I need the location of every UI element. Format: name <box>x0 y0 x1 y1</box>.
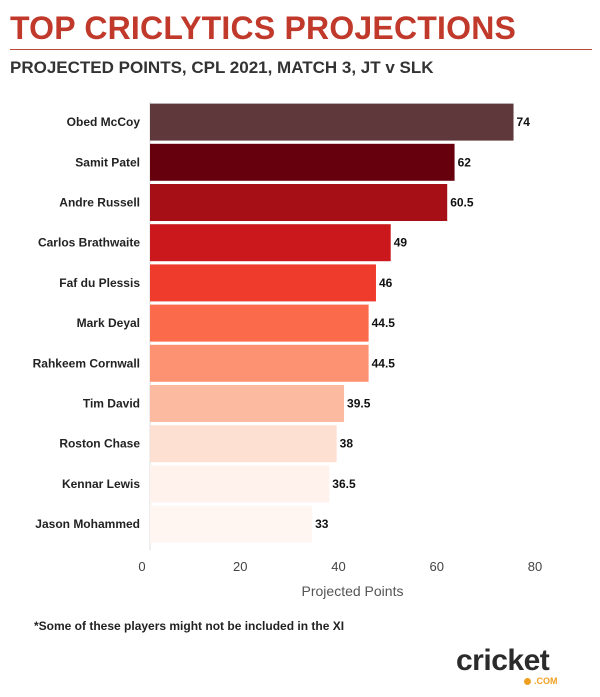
x-tick-label: 80 <box>528 559 542 574</box>
x-tick-label: 0 <box>138 559 145 574</box>
category-label: Kennar Lewis <box>62 477 140 491</box>
bar <box>150 505 313 543</box>
cricket-com-logo: cricket .COM <box>456 644 576 688</box>
bar-chart: Obed McCoy 74 Samit Patel 62 Andre Russell 60… <box>33 102 542 599</box>
bar <box>150 344 369 382</box>
bar <box>150 264 376 302</box>
data-label: 33 <box>315 517 329 531</box>
data-label: 39.5 <box>347 397 371 411</box>
bar <box>150 143 455 181</box>
bar <box>150 385 345 422</box>
title-underline <box>10 49 592 50</box>
bar <box>150 304 369 342</box>
category-label: Andre Russell <box>59 196 140 210</box>
category-label: Samit Patel <box>75 155 140 169</box>
data-label: 46 <box>379 276 393 290</box>
category-label: Rahkeem Cornwall <box>33 356 140 370</box>
bar <box>150 425 337 463</box>
x-tick-label: 40 <box>331 559 345 574</box>
data-label: 36.5 <box>332 477 356 491</box>
logo-dot-icon <box>524 678 531 685</box>
category-label: Faf du Plessis <box>59 276 140 290</box>
x-tick-label: 20 <box>233 559 247 574</box>
chart-title: TOP CRICLYTICS PROJECTIONS <box>10 10 517 46</box>
category-label: Obed McCoy <box>67 115 141 129</box>
footnote: *Some of these players might not be incl… <box>34 619 345 633</box>
bar <box>150 184 448 221</box>
bar <box>150 224 391 262</box>
data-label: 74 <box>517 115 531 129</box>
data-label: 49 <box>394 236 408 250</box>
logo-wordmark: cricket <box>456 644 550 677</box>
bar <box>150 103 514 141</box>
category-label: Jason Mohammed <box>35 517 140 531</box>
x-axis-title: Projected Points <box>302 583 404 599</box>
data-label: 44.5 <box>372 316 396 330</box>
data-label: 62 <box>458 155 472 169</box>
data-label: 44.5 <box>372 356 396 370</box>
category-label: Tim David <box>83 397 140 411</box>
data-label: 38 <box>340 437 354 451</box>
x-tick-label: 60 <box>430 559 444 574</box>
chart-subtitle: PROJECTED POINTS, CPL 2021, MATCH 3, JT … <box>10 58 434 77</box>
category-label: Carlos Brathwaite <box>38 236 140 250</box>
category-label: Mark Deyal <box>77 316 140 330</box>
logo-suffix: .COM <box>534 676 558 686</box>
category-label: Roston Chase <box>59 437 140 451</box>
bar <box>150 465 330 503</box>
data-label: 60.5 <box>450 196 474 210</box>
